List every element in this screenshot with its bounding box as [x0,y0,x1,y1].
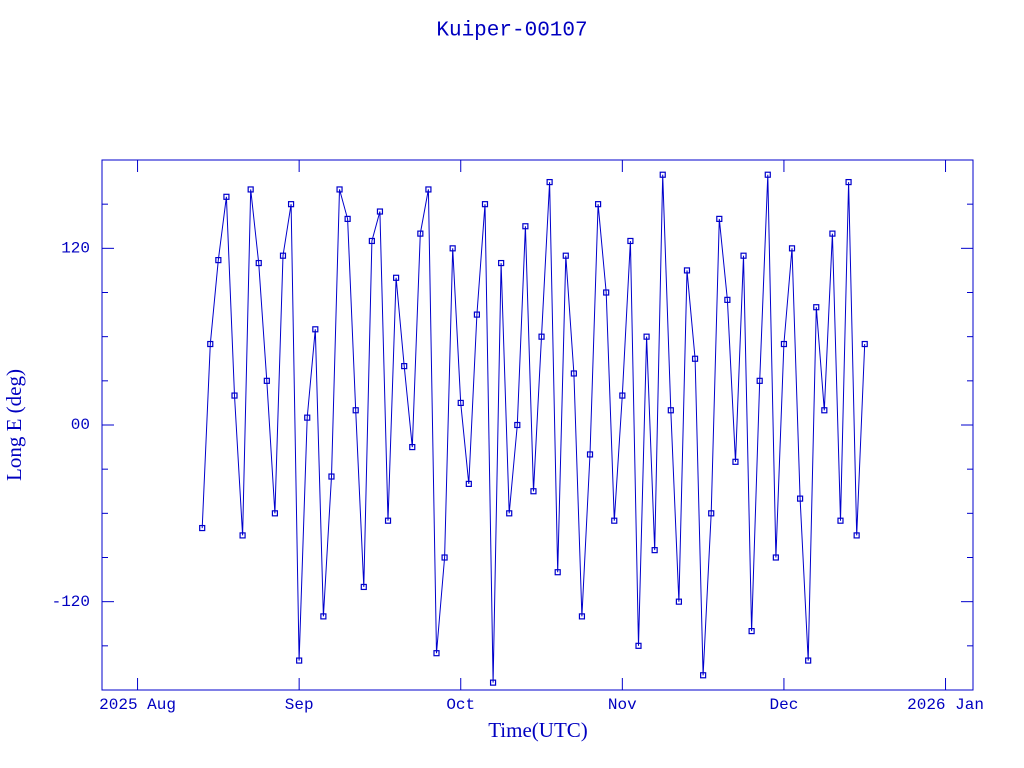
data-point [304,414,311,421]
data-point [296,657,303,664]
data-point [215,257,222,264]
data-point [498,259,505,267]
x-tick-label: Sep [285,696,314,714]
data-point [562,252,569,259]
data-point [384,517,392,524]
data-point [853,532,860,539]
data-point [401,363,408,370]
data-point [457,399,464,407]
data-point [255,259,262,267]
y-tick-label: 00 [71,416,90,434]
data-point [522,223,529,230]
data-point [263,377,270,384]
data-point [635,642,642,649]
data-point [514,421,521,429]
data-point [643,333,650,340]
data-point [813,304,820,311]
data-point [441,554,448,561]
data-point [352,407,359,414]
data-point [287,201,295,208]
data-point [417,230,424,237]
data-point [780,340,788,348]
data-point [764,171,771,178]
data-point [675,598,682,605]
data-point [425,186,432,193]
data-point [578,613,586,620]
data-point [207,340,214,348]
data-point [271,510,279,517]
x-tick-label: 2025 Aug [99,696,176,714]
chart-title: Kuiper-00107 [436,20,587,43]
x-tick-label: Oct [446,696,475,714]
data-point [611,517,618,524]
data-point [748,628,755,635]
data-point [328,473,335,480]
data-point [603,289,610,296]
data-point [231,392,238,399]
data-point [667,407,674,414]
data-point [376,208,384,215]
data-point [821,407,828,414]
data-point [691,355,699,362]
data-point [756,377,763,384]
data-point [344,215,351,222]
data-point [716,215,723,222]
data-point [845,178,852,186]
data-point [320,613,327,620]
data-point [239,532,246,539]
y-axis-label: Long E (deg) [2,369,26,481]
data-point [247,186,254,193]
data-point [619,392,626,399]
data-point [570,370,577,377]
data-point [796,495,804,502]
data-point [829,230,836,237]
data-point [360,583,367,591]
y-tick-label: -120 [52,593,90,611]
x-tick-label: 2026 Jan [907,696,984,714]
data-point [700,672,707,679]
data-point [409,443,416,451]
data-point [683,267,691,274]
data-point [659,171,666,178]
x-axis-label: Time(UTC) [488,718,588,742]
data-point [772,554,779,561]
data-point [530,488,537,495]
data-point [594,201,602,208]
data-point [481,201,489,208]
data-point [740,252,747,259]
y-tick-label: 120 [61,240,90,258]
data-point [473,311,481,318]
data-point [336,186,343,193]
data-point [837,517,844,524]
data-point [724,296,731,303]
data-point [199,524,206,532]
data-point [465,480,472,487]
data-point [554,569,561,576]
data-point [433,650,440,657]
data-point [279,252,287,259]
data-point [546,178,553,186]
data-point [489,679,497,686]
data-point [312,326,319,333]
data-point [449,245,456,252]
data-line [201,174,866,683]
data-point [368,237,375,245]
data-point [861,340,868,348]
data-point [393,274,400,281]
data-point [708,510,715,517]
data-point [627,237,634,245]
data-point [506,510,513,517]
data-point [538,333,545,340]
data-point [732,458,739,465]
x-tick-label: Nov [608,696,637,714]
data-point [586,451,594,458]
data-point [223,193,230,200]
data-point [788,245,796,252]
data-point [651,547,658,554]
data-point [805,657,812,664]
x-tick-label: Dec [770,696,799,714]
